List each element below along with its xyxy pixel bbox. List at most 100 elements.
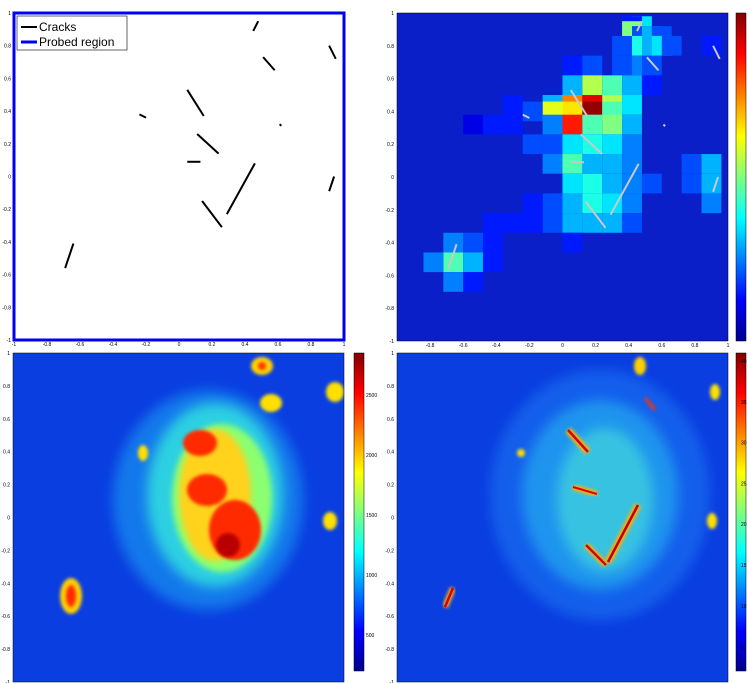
heatmap-cell: [622, 173, 642, 194]
y-tick-label: 1: [7, 351, 10, 357]
y-tick-labels: 1 0.8 0.6 0.4 0.2 0 -0.2 -0.4 -0.6 -0.8 -1: [385, 11, 394, 345]
crack-overlay-segment: [646, 56, 660, 72]
x-tick-labels: -1 -0.8 -0.6 -0.4 -0.2 0 0.2 0.4 0.6 0.8 1: [12, 342, 346, 348]
heatmap-cell: [641, 55, 662, 76]
y-tick-label: 0.8: [4, 44, 11, 50]
crack-segment: [138, 113, 147, 119]
heatmap-cell: [463, 272, 484, 292]
crack-segment: [64, 243, 75, 269]
x-tick-label: 0.8: [691, 343, 698, 349]
y-tick-label: 0.8: [3, 384, 10, 390]
y-tick-label: 0.6: [4, 76, 11, 82]
panel-imaging-2: -1 -0.8 -0.6 -0.4 -0.2 0 0.2 0.4 0.6 0.8 1 1 0.8 0.6…: [385, 351, 746, 683]
colorbar-tick-label: 35: [741, 400, 747, 406]
heatmap-cell: [701, 154, 722, 174]
heatmap-cell: [483, 213, 503, 233]
heatmap-cell: [622, 75, 642, 95]
colorbar: [353, 352, 365, 672]
crack-overlay: [447, 20, 721, 270]
heatmap-cell: [612, 35, 633, 56]
colorbar: [735, 352, 747, 672]
heatmap-cell: [582, 213, 603, 233]
y-tick-label: 0.6: [3, 417, 10, 423]
y-tick-label: -0.8: [1, 647, 10, 653]
x-tick-label: 0.2: [592, 343, 599, 349]
crack-segment: [328, 176, 336, 192]
x-tick-label: 1: [727, 343, 730, 349]
y-tick-label: 1: [391, 11, 394, 17]
crack-segment: [278, 123, 283, 127]
heatmap-cell: [681, 154, 702, 174]
heatmap-cell: [582, 114, 603, 135]
y-tick-label: 0.6: [387, 417, 394, 423]
crack-segment: [225, 162, 256, 215]
x-tick-label: -0.2: [525, 343, 534, 349]
y-tick-label: 1: [391, 351, 394, 357]
colorbar-tick-label: 1500: [366, 513, 377, 519]
x-tick-label: -0.6: [76, 342, 85, 348]
x-tick-label: 1: [343, 342, 346, 348]
colorbar-tick-label: 20: [741, 522, 747, 528]
x-tick-label: -0.6: [459, 343, 468, 349]
heatmap-cell: [582, 55, 603, 76]
y-tick-label: 0: [391, 516, 394, 522]
y-tick-label: 0.2: [387, 483, 394, 489]
heatmap-cell: [443, 232, 464, 253]
y-tick-label: -0.4: [385, 241, 394, 247]
heatmap-cell: [562, 213, 583, 233]
y-tick-label: 0.4: [387, 450, 394, 456]
heatmap-cell: [602, 173, 623, 194]
heatmap-cell: [542, 114, 563, 135]
heatmap-cell: [622, 154, 642, 174]
crack-segment: [252, 20, 260, 32]
heatmap-cell: [602, 154, 623, 174]
y-tick-labels: 1 0.8 0.6 0.4 0.2 0 -0.2 -0.4 -0.6 -0.8 -1: [2, 11, 11, 344]
panel-cracks: -1 -0.8 -0.6 -0.4 -0.2 0 0.2 0.4 0.6 0.8 1 1 0.8 0.6…: [2, 11, 345, 348]
y-tick-label: 0: [391, 175, 394, 181]
heatmap-cell: [562, 232, 583, 253]
colorbar-tick-label: 500: [366, 633, 375, 639]
x-tick-label: 0: [178, 342, 181, 348]
heatmap-cell: [602, 193, 623, 214]
x-tick-label: -0.4: [109, 342, 118, 348]
heatmap-cell: [562, 55, 583, 76]
crack-overlay-segment: [609, 163, 640, 216]
y-tick-label: 0.2: [3, 483, 10, 489]
heatmap-cell: [562, 154, 583, 174]
y-tick-label: -0.8: [2, 305, 11, 311]
x-tick-label: 0.2: [209, 342, 216, 348]
x-tick-label: 0.4: [242, 342, 249, 348]
heatmap-cell: [582, 193, 603, 214]
plot-frame: [396, 12, 729, 342]
x-tick-label: 0.6: [275, 342, 282, 348]
crack-overlay-segment: [569, 89, 589, 117]
crack-overlay-segment: [636, 20, 643, 32]
colorbar-tick-label: 5: [741, 645, 744, 651]
x-tick-label: -0.8: [43, 342, 52, 348]
x-tick-label: -0.4: [492, 343, 501, 349]
cracks-group: [64, 20, 337, 269]
x-tick-labels: -0.8 -0.6 -0.4 -0.2 0 0.2 0.4 0.6 0.8 1: [426, 343, 730, 349]
heatmap-cell: [483, 232, 503, 253]
heatmap-cell: [522, 134, 543, 155]
y-tick-label: -1: [390, 680, 395, 683]
heatmap-cell: [701, 173, 722, 194]
x-tick-label: 0.4: [625, 343, 632, 349]
colorbar-tick-labels: 40 35 30 25 20 15 10 5: [741, 359, 747, 650]
y-tick-label: -1: [7, 338, 12, 344]
y-tick-label: -0.2: [1, 548, 10, 554]
heatmap-cells: [423, 16, 722, 292]
legend-box: [16, 15, 128, 51]
y-tick-labels: 1 0.8 0.6 0.4 0.2 0 -0.2 -0.4 -0.6 -0.8 -1: [385, 351, 394, 683]
heatmap-cell: [502, 213, 523, 233]
panel-grid-heatmap: -0.8 -0.6 -0.4 -0.2 0 0.2 0.4 0.6 0.8 1 1 0.8 0.6 0.…: [385, 11, 747, 349]
x-tick-label: -1: [12, 342, 17, 348]
plot-frame: [396, 352, 729, 683]
colorbar-tick-label: 10: [741, 604, 747, 610]
heatmap-cell: [542, 134, 563, 155]
heatmap-cell: [443, 272, 464, 292]
legend-probed-label: Probed region: [39, 35, 114, 49]
crack-segment: [186, 89, 205, 117]
y-tick-labels: 1 0.8 0.6 0.4 0.2 0 -0.2 -0.4 -0.6 -0.8 -1: [1, 351, 10, 683]
